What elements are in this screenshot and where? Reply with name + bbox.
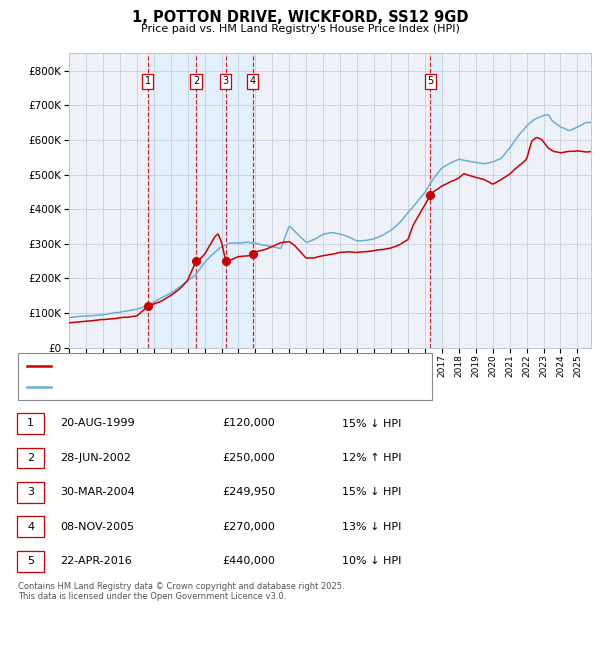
Text: 1: 1: [145, 76, 151, 86]
Text: 5: 5: [27, 556, 34, 566]
Text: 13% ↓ HPI: 13% ↓ HPI: [342, 522, 401, 532]
Text: 3: 3: [27, 488, 34, 497]
Text: £250,000: £250,000: [222, 453, 275, 463]
Text: £270,000: £270,000: [222, 522, 275, 532]
Text: 12% ↑ HPI: 12% ↑ HPI: [342, 453, 401, 463]
Text: 1: 1: [27, 419, 34, 428]
Text: Price paid vs. HM Land Registry's House Price Index (HPI): Price paid vs. HM Land Registry's House …: [140, 24, 460, 34]
Text: 3: 3: [223, 76, 229, 86]
Text: 08-NOV-2005: 08-NOV-2005: [60, 522, 134, 532]
Text: Contains HM Land Registry data © Crown copyright and database right 2025.
This d: Contains HM Land Registry data © Crown c…: [18, 582, 344, 601]
Bar: [430, 53, 440, 348]
Text: 15% ↓ HPI: 15% ↓ HPI: [342, 419, 401, 428]
Text: 1, POTTON DRIVE, WICKFORD, SS12 9GD (detached house): 1, POTTON DRIVE, WICKFORD, SS12 9GD (det…: [56, 361, 346, 371]
Text: HPI: Average price, detached house, Basildon: HPI: Average price, detached house, Basi…: [56, 382, 278, 392]
Text: 5: 5: [427, 76, 433, 86]
Text: 15% ↓ HPI: 15% ↓ HPI: [342, 488, 401, 497]
Text: 4: 4: [250, 76, 256, 86]
Text: 20-AUG-1999: 20-AUG-1999: [60, 419, 134, 428]
Bar: [148, 53, 253, 348]
Text: 2: 2: [193, 76, 199, 86]
Text: 1, POTTON DRIVE, WICKFORD, SS12 9GD: 1, POTTON DRIVE, WICKFORD, SS12 9GD: [132, 10, 468, 25]
Text: 22-APR-2016: 22-APR-2016: [60, 556, 132, 566]
Text: £120,000: £120,000: [222, 419, 275, 428]
Text: 28-JUN-2002: 28-JUN-2002: [60, 453, 131, 463]
Text: 10% ↓ HPI: 10% ↓ HPI: [342, 556, 401, 566]
Text: 4: 4: [27, 522, 34, 532]
Text: 30-MAR-2004: 30-MAR-2004: [60, 488, 135, 497]
Text: 2: 2: [27, 453, 34, 463]
Text: £440,000: £440,000: [222, 556, 275, 566]
Text: £249,950: £249,950: [222, 488, 275, 497]
